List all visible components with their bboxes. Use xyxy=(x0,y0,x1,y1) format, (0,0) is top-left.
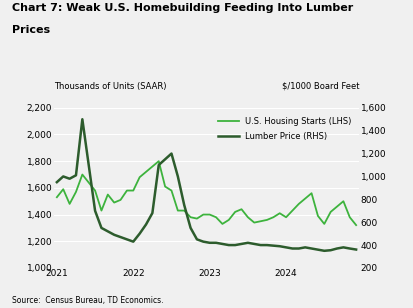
Text: Chart 7: Weak U.S. Homebuilding Feeding Into Lumber: Chart 7: Weak U.S. Homebuilding Feeding … xyxy=(12,3,354,13)
Text: Thousands of Units (SAAR): Thousands of Units (SAAR) xyxy=(54,82,166,91)
Text: $/1000 Board Feet: $/1000 Board Feet xyxy=(282,82,359,91)
Text: Source:  Census Bureau, TD Economics.: Source: Census Bureau, TD Economics. xyxy=(12,296,164,305)
Legend: U.S. Housing Starts (LHS), Lumber Price (RHS): U.S. Housing Starts (LHS), Lumber Price … xyxy=(215,114,355,144)
Text: Prices: Prices xyxy=(12,25,50,34)
